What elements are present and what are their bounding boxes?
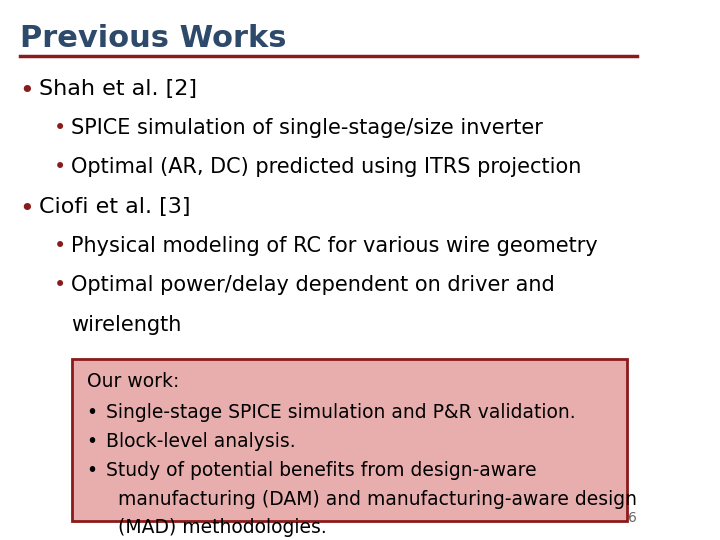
Text: 6: 6: [628, 511, 637, 525]
Text: •: •: [19, 79, 35, 103]
Text: Single-stage SPICE simulation and P&R validation.: Single-stage SPICE simulation and P&R va…: [107, 403, 576, 422]
Text: •: •: [54, 157, 66, 177]
Text: •: •: [86, 403, 98, 422]
Text: SPICE simulation of single-stage/size inverter: SPICE simulation of single-stage/size in…: [71, 118, 543, 138]
Text: •: •: [54, 275, 66, 295]
Text: Study of potential benefits from design-aware: Study of potential benefits from design-…: [107, 461, 537, 480]
Text: •: •: [54, 118, 66, 138]
Text: Physical modeling of RC for various wire geometry: Physical modeling of RC for various wire…: [71, 236, 598, 256]
Text: Optimal power/delay dependent on driver and: Optimal power/delay dependent on driver …: [71, 275, 554, 295]
Text: •: •: [86, 461, 98, 480]
Text: •: •: [54, 236, 66, 256]
Text: wirelength: wirelength: [71, 315, 181, 335]
Text: Ciofi et al. [3]: Ciofi et al. [3]: [40, 197, 191, 217]
Text: Block-level analysis.: Block-level analysis.: [107, 432, 296, 451]
Text: Previous Works: Previous Works: [19, 24, 286, 53]
Text: Our work:: Our work:: [86, 372, 179, 391]
Text: (MAD) methodologies.: (MAD) methodologies.: [107, 518, 327, 537]
Text: Shah et al. [2]: Shah et al. [2]: [40, 79, 197, 99]
Text: •: •: [86, 432, 98, 451]
Text: manufacturing (DAM) and manufacturing-aware design: manufacturing (DAM) and manufacturing-aw…: [107, 490, 637, 509]
Text: •: •: [19, 197, 35, 221]
Text: Optimal (AR, DC) predicted using ITRS projection: Optimal (AR, DC) predicted using ITRS pr…: [71, 157, 581, 177]
FancyBboxPatch shape: [72, 359, 627, 521]
